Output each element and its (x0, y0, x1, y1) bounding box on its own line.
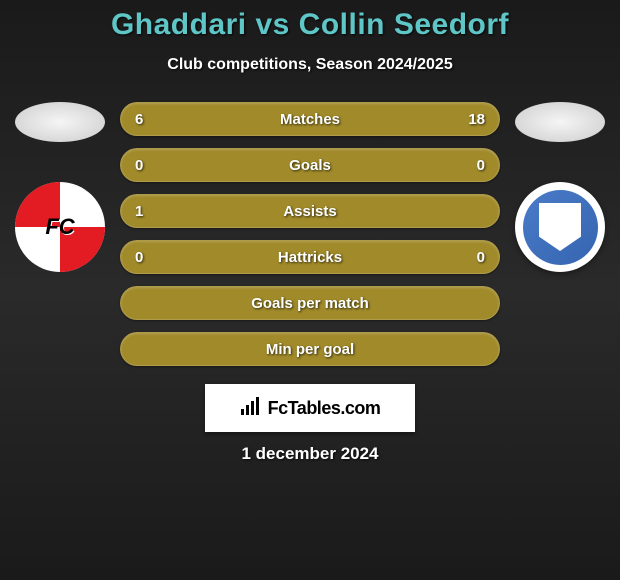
infographic-container: Ghaddari vs Collin Seedorf Club competit… (0, 0, 620, 580)
stat-label: Matches (280, 111, 340, 128)
eindhoven-badge-inner (523, 190, 598, 265)
eindhoven-badge-shield (539, 203, 581, 251)
stat-bar-hattricks: 0 Hattricks 0 (120, 240, 500, 274)
stats-column: 6 Matches 18 0 Goals 0 1 Assists 0 Hattr… (120, 102, 500, 378)
stat-label: Hattricks (278, 249, 342, 266)
stat-bar-matches: 6 Matches 18 (120, 102, 500, 136)
chart-icon (240, 397, 262, 420)
brand-text: FcTables.com (268, 398, 381, 419)
utrecht-badge-text: FC (45, 214, 74, 240)
stat-bar-goals-per-match: Goals per match (120, 286, 500, 320)
right-player-column (500, 102, 620, 272)
stat-label: Goals (289, 157, 331, 174)
left-player-column: FC (0, 102, 120, 272)
stat-label: Min per goal (266, 341, 354, 358)
comparison-title: Ghaddari vs Collin Seedorf (0, 8, 620, 42)
stat-label: Goals per match (251, 295, 369, 312)
stat-left-value: 1 (135, 203, 175, 220)
stat-left-value: 0 (135, 157, 175, 174)
stat-left-value: 0 (135, 249, 175, 266)
stat-right-value: 0 (445, 157, 485, 174)
stat-right-value: 18 (445, 111, 485, 128)
stat-bar-assists: 1 Assists (120, 194, 500, 228)
stat-bar-min-per-goal: Min per goal (120, 332, 500, 366)
stat-label: Assists (283, 203, 336, 220)
right-club-badge (515, 182, 605, 272)
stat-bar-goals: 0 Goals 0 (120, 148, 500, 182)
stat-left-value: 6 (135, 111, 175, 128)
subtitle: Club competitions, Season 2024/2025 (0, 56, 620, 74)
date-text: 1 december 2024 (0, 444, 620, 464)
main-row: FC 6 Matches 18 0 Goals 0 1 Assists 0 Ha… (0, 102, 620, 378)
brand-box: FcTables.com (205, 384, 415, 432)
stat-right-value: 0 (445, 249, 485, 266)
left-player-photo-placeholder (15, 102, 105, 142)
right-player-photo-placeholder (515, 102, 605, 142)
left-club-badge: FC (15, 182, 105, 272)
